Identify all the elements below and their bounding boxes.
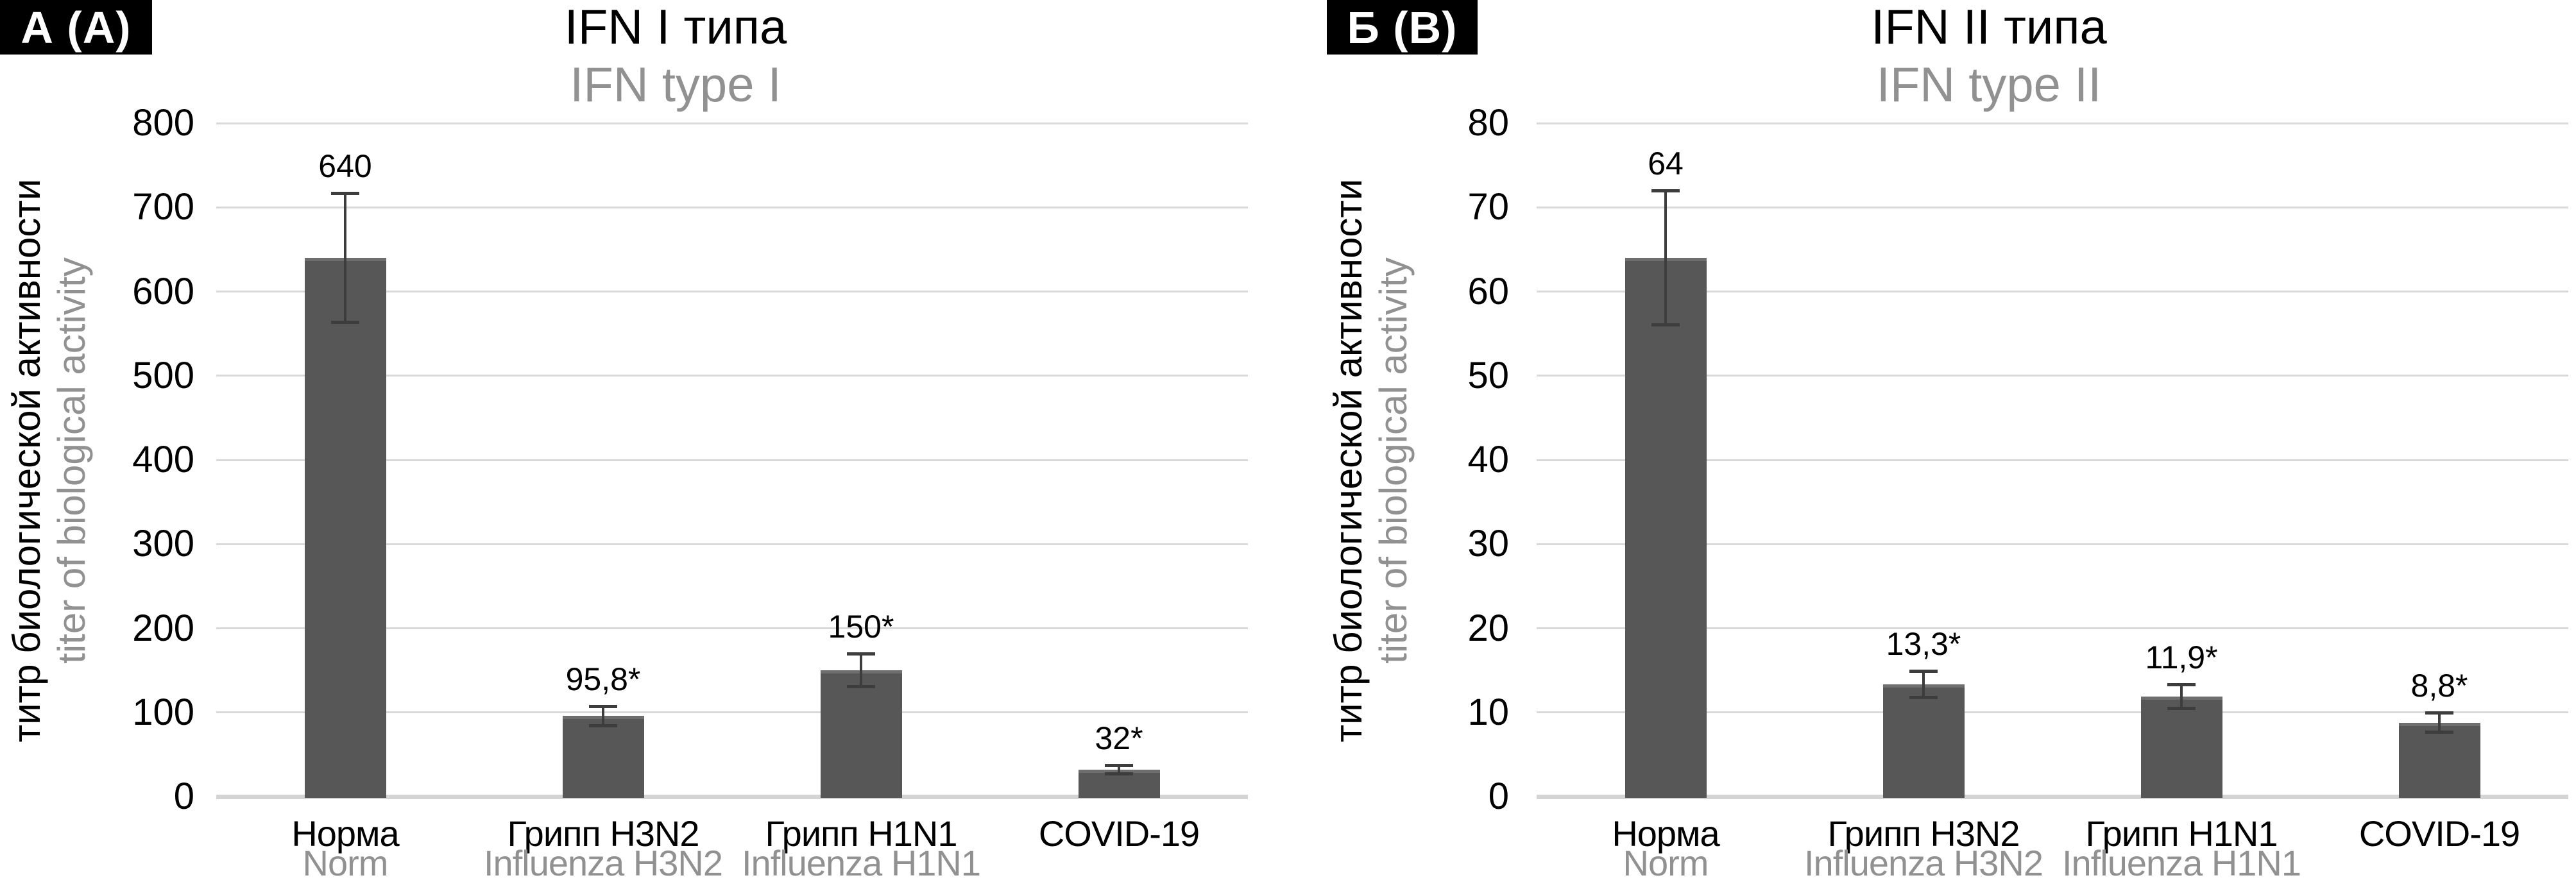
panel-a-title: IFN I типа [564,0,787,55]
panel-a-ytick-800: 800 [132,102,194,144]
panel-a-error-cap-bottom-0 [331,321,359,325]
panel-b-error-cap-bottom-0 [1651,323,1680,326]
panel-a-subtitle: IFN type I [570,58,781,112]
panel-a-value-label-0: 640 [318,148,372,184]
panel-b-ytick-0: 0 [1488,775,1509,817]
panel-b-gridline-50 [1537,375,2568,377]
panel-b-error-bar-3 [2438,712,2441,733]
panel-b-xlabel-ru-0: Норма [1612,813,1719,854]
panel-b-bar-2 [2141,696,2222,798]
panel-b-gridline-40 [1537,459,2568,461]
panel-b-xlabel-ru-2: Грипп H1N1 [2085,813,2278,854]
panel-a-xlabel-en-2: Influenza H1N1 [741,843,981,880]
panel-b-xlabel-en-2: Influenza H1N1 [2061,843,2301,880]
panel-a-xlabel-ru-1: Грипп H3N2 [507,813,700,854]
panel-b-ytick-50: 50 [1467,354,1509,396]
panel-b-xlabel-ru-1: Грипп H3N2 [1827,813,2020,854]
panel-a-ytick-500: 500 [132,354,194,396]
panel-b-error-bar-2 [2180,684,2183,709]
panel-a-error-bar-0 [344,192,346,323]
panel-a-error-cap-top-0 [331,191,359,195]
panel-a-bar-1 [563,716,644,798]
panel-b-error-bar-1 [1922,671,1925,698]
panel-b-error-cap-bottom-2 [2167,706,2196,710]
panel-b-xlabel-en-0: Norm [1623,843,1709,880]
panel-a-error-cap-bottom-1 [589,724,617,727]
panel-b-error-bar-0 [1664,190,1667,325]
panel-b-y-axis-label-ru: титр биологической активности [1327,178,1370,743]
panel-a-ytick-0: 0 [173,775,194,817]
panel-a-gridline-100 [216,711,1248,714]
panel-b-gridline-60 [1537,291,2568,292]
panel-a-bar-0 [305,258,386,798]
panel-a-xlabel-en-0: Norm [302,843,389,880]
panel-b-corner-label: Б (В) [1327,0,1478,55]
panel-b-bar-1 [1883,684,1965,798]
panel-a-gridline-400 [216,459,1248,461]
panel-b-gridline-70 [1537,206,2568,208]
panel-a-ytick-300: 300 [132,523,194,565]
panel-a-corner-label: А (А) [0,0,152,55]
panel-b-error-cap-top-0 [1651,189,1680,192]
panel-a-gridline-300 [216,543,1248,545]
panel-b-ytick-70: 70 [1467,186,1509,228]
panel-a-error-cap-bottom-2 [847,685,875,689]
panel-a-value-label-3: 32* [1095,720,1143,757]
panel-a-y-axis-label-ru: титр биологической активности [5,178,48,743]
panel-a-gridline-700 [216,206,1248,208]
panel-a-gridline-600 [216,291,1248,292]
panel-b-xlabel-en-1: Influenza H3N2 [1804,843,2043,880]
panel-a-gridline-200 [216,627,1248,629]
panel-a-xlabel-en-1: Influenza H3N2 [483,843,723,880]
panel-b-bar-0 [1625,258,1707,798]
panel-b-ytick-10: 10 [1467,691,1509,733]
panel-b-y-axis-label-en: titer of biological activity [1372,257,1415,664]
panel-b-error-cap-top-1 [1909,670,1938,673]
panel-a-value-label-2: 150* [828,608,894,645]
panel-a-error-bar-2 [860,653,862,688]
panel-b-gridline-10 [1537,711,2568,714]
panel-a-ytick-700: 700 [132,186,194,228]
panel-a-bar-2 [821,670,902,798]
panel-a-value-label-1: 95,8* [565,661,641,697]
panel-b-ytick-30: 30 [1467,523,1509,565]
panel-a-error-bar-3 [1118,765,1120,774]
panel-a-error-cap-top-1 [589,704,617,708]
panel-b-ytick-20: 20 [1467,607,1509,649]
panel-b-subtitle: IFN type II [1876,58,2102,112]
panel-a-xlabel-ru-0: Норма [291,813,399,854]
panel-b-value-label-3: 8,8* [2410,667,2468,704]
panel-b-ytick-40: 40 [1467,439,1509,480]
panel-b-gridline-20 [1537,627,2568,629]
panel-b-title: IFN II типа [1871,0,2107,55]
panel-b-x-axis-line [1537,795,2568,799]
panel-b-ytick-60: 60 [1467,270,1509,312]
panel-a-gridline-500 [216,375,1248,377]
panel-a-gridline-800 [216,122,1248,124]
panel-b-error-cap-bottom-3 [2425,731,2453,734]
panel-b-xlabel-ru-3: COVID-19 [2358,813,2520,854]
panel-a-xlabel-ru-2: Грипп H1N1 [765,813,958,854]
panel-a-x-axis-line [216,795,1248,799]
panel-b-ytick-80: 80 [1467,102,1509,144]
panel-b-gridline-80 [1537,122,2568,124]
panel-a-ytick-400: 400 [132,439,194,480]
panel-a-ytick-600: 600 [132,270,194,312]
panel-a-xlabel-ru-3: COVID-19 [1038,813,1200,854]
panel-a-error-cap-top-2 [847,652,875,656]
panel-b-value-label-2: 11,9* [2145,639,2218,675]
panel-b-error-cap-bottom-1 [1909,696,1938,700]
panel-b-value-label-0: 64 [1648,146,1684,182]
panel-a-ytick-100: 100 [132,691,194,733]
panel-a-ytick-200: 200 [132,607,194,649]
panel-a-error-cap-bottom-3 [1105,772,1133,775]
panel-b-error-cap-top-2 [2167,682,2196,686]
panel-b-value-label-1: 13,3* [1886,626,1961,663]
panel-a-error-cap-top-3 [1105,764,1133,768]
panel-b-error-cap-top-3 [2425,711,2453,715]
panel-a-y-axis-label-en: titer of biological activity [50,257,93,664]
panel-b-gridline-30 [1537,543,2568,545]
panel-a-error-bar-1 [602,706,604,726]
